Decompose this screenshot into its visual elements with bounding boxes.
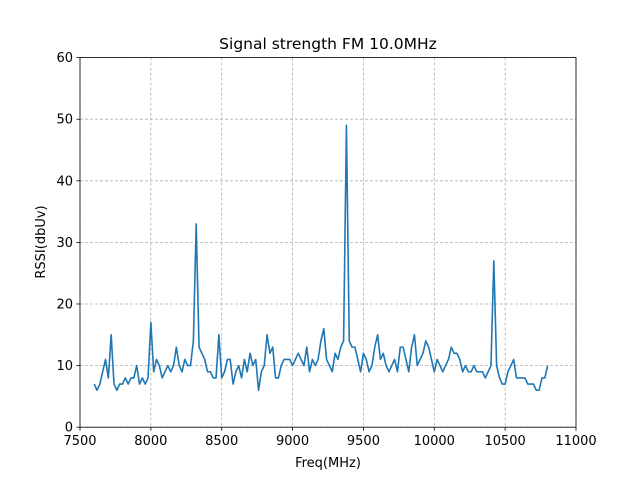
x-tick-label: 8500 (205, 434, 238, 449)
x-axis-label: Freq(MHz) (295, 456, 361, 471)
y-tick-label: 20 (56, 298, 73, 313)
y-tick-label: 10 (56, 359, 73, 374)
x-tick-label: 10000 (414, 434, 455, 449)
y-tick-label: 40 (56, 174, 73, 189)
y-tick-label: 50 (56, 113, 73, 128)
series-line (93, 124, 549, 392)
y-axis-label: RSSI(dbUv) (34, 205, 49, 278)
ticks: 7500 8000 8500 9000 9500 10000 10500 11000 0 10 20… (56, 51, 596, 449)
x-tick-label: 9000 (276, 434, 309, 449)
y-tick-label: 30 (56, 236, 73, 251)
x-tick-label: 8000 (134, 434, 167, 449)
plot (93, 124, 549, 392)
x-tick-label: 9500 (347, 434, 380, 449)
x-tick-label: 10500 (484, 434, 525, 449)
x-tick-label: 7500 (63, 434, 96, 449)
x-tick-label: 11000 (555, 434, 596, 449)
y-tick-label: 0 (65, 421, 73, 436)
chart-title: Signal strength FM 10.0MHz (219, 35, 437, 53)
y-tick-label: 60 (56, 51, 73, 66)
